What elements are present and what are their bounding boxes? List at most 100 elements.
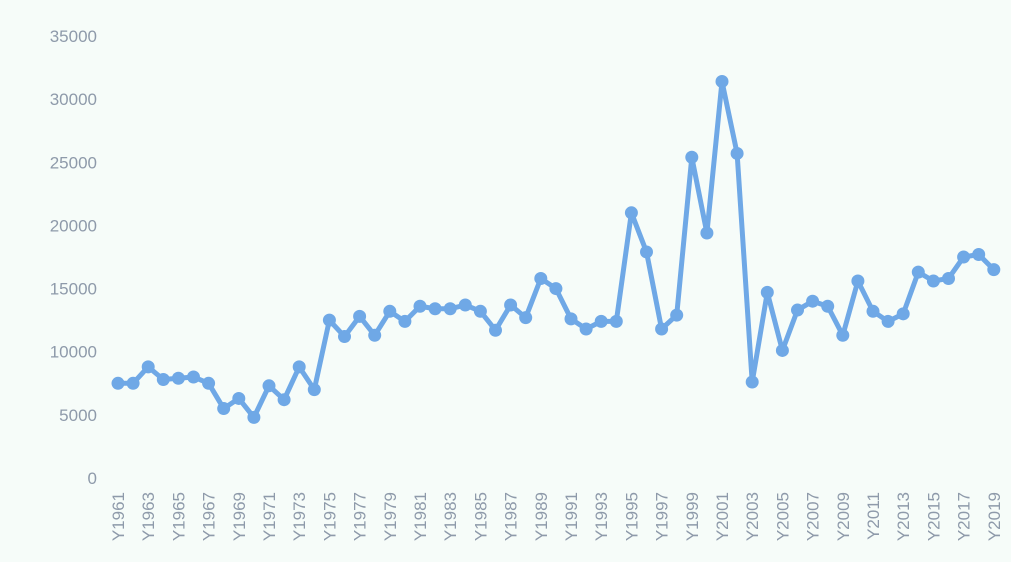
data-point [413,299,427,313]
data-point [670,308,684,322]
data-point [322,313,336,327]
data-point [715,74,729,88]
data-point [655,322,669,336]
data-point [247,410,261,424]
data-point [504,298,518,312]
data-point [579,322,593,336]
data-point [126,376,140,390]
data-point [609,314,623,328]
y-tick-label: 30000 [50,90,97,109]
x-tick-label: Y1977 [351,492,370,541]
data-point [398,314,412,328]
data-point [896,307,910,321]
data-point [428,302,442,316]
x-axis-ticks: Y1961 Y1963 Y1965 Y1967 Y1969 Y1971 Y1973 Y1975… [109,492,1004,541]
data-point [262,379,276,393]
data-point [791,303,804,317]
x-tick-label: Y1987 [502,492,521,541]
data-point [217,402,231,416]
data-point [368,328,382,342]
x-tick-label: Y2007 [804,492,823,541]
x-tick-label: Y1981 [411,492,430,541]
x-tick-label: Y2015 [924,492,943,541]
x-tick-label: Y1967 [200,492,219,541]
data-point [806,294,820,308]
x-tick-label: Y1965 [169,492,188,541]
y-tick-label: 10000 [50,343,97,362]
data-point [156,372,170,386]
data-point [489,323,502,337]
y-tick-label: 25000 [50,153,97,172]
x-tick-label: Y2003 [743,492,762,541]
x-tick-label: Y1975 [320,492,339,541]
data-point [187,370,200,384]
data-point [624,206,638,220]
data-point [458,298,472,312]
data-point [745,375,759,389]
x-tick-label: Y1963 [139,492,158,541]
y-axis-ticks: 0 5000 10000 15000 20000 25000 30000 35000 [50,27,97,488]
data-point [730,146,744,160]
y-tick-label: 35000 [50,27,97,46]
data-point [141,360,155,374]
x-tick-label: Y2019 [985,492,1004,541]
x-tick-label: Y2013 [894,492,913,541]
data-point [111,376,125,390]
data-point [881,314,895,328]
x-tick-label: Y2009 [834,492,853,541]
x-tick-label: Y1961 [109,492,128,541]
x-tick-label: Y2001 [713,492,732,541]
x-tick-label: Y1985 [471,492,490,541]
y-tick-label: 15000 [50,280,97,299]
data-point [292,360,306,374]
data-point [383,304,397,318]
data-point [700,226,714,240]
series-layer [111,74,1001,424]
data-point [353,309,367,323]
x-tick-label: Y1983 [441,492,460,541]
data-point [821,299,835,313]
data-point [640,245,653,259]
data-point [594,314,608,328]
y-tick-label: 0 [88,469,97,488]
x-tick-label: Y1979 [381,492,400,541]
x-tick-label: Y1969 [230,492,249,541]
data-point [987,263,1001,277]
y-tick-label: 20000 [50,216,97,235]
data-point [307,383,321,397]
data-point [338,330,351,344]
y-tick-label: 5000 [59,406,97,425]
x-tick-label: Y1995 [622,492,641,541]
x-tick-label: Y1991 [562,492,581,541]
data-point [836,328,850,342]
data-point [534,271,548,285]
x-tick-label: Y1997 [653,492,672,541]
x-tick-label: Y2011 [864,492,883,540]
data-point [564,312,578,326]
data-point [972,247,986,261]
data-point [549,282,563,296]
data-point [443,302,457,316]
data-point [171,371,185,385]
data-point [232,391,246,405]
x-tick-label: Y1973 [290,492,309,541]
data-point [942,271,955,285]
data-point [760,285,774,299]
data-point [277,393,291,407]
data-point [957,250,971,264]
x-tick-label: Y1971 [260,492,279,541]
x-tick-label: Y2017 [955,492,974,541]
data-point [851,274,865,288]
data-point [473,304,487,318]
x-tick-label: Y1989 [532,492,551,541]
data-point [519,311,533,325]
data-point [775,343,789,357]
data-point [866,304,880,318]
data-point [202,376,216,390]
x-tick-label: Y1999 [683,492,702,541]
x-tick-label: Y2005 [773,492,792,541]
data-point [911,265,925,279]
